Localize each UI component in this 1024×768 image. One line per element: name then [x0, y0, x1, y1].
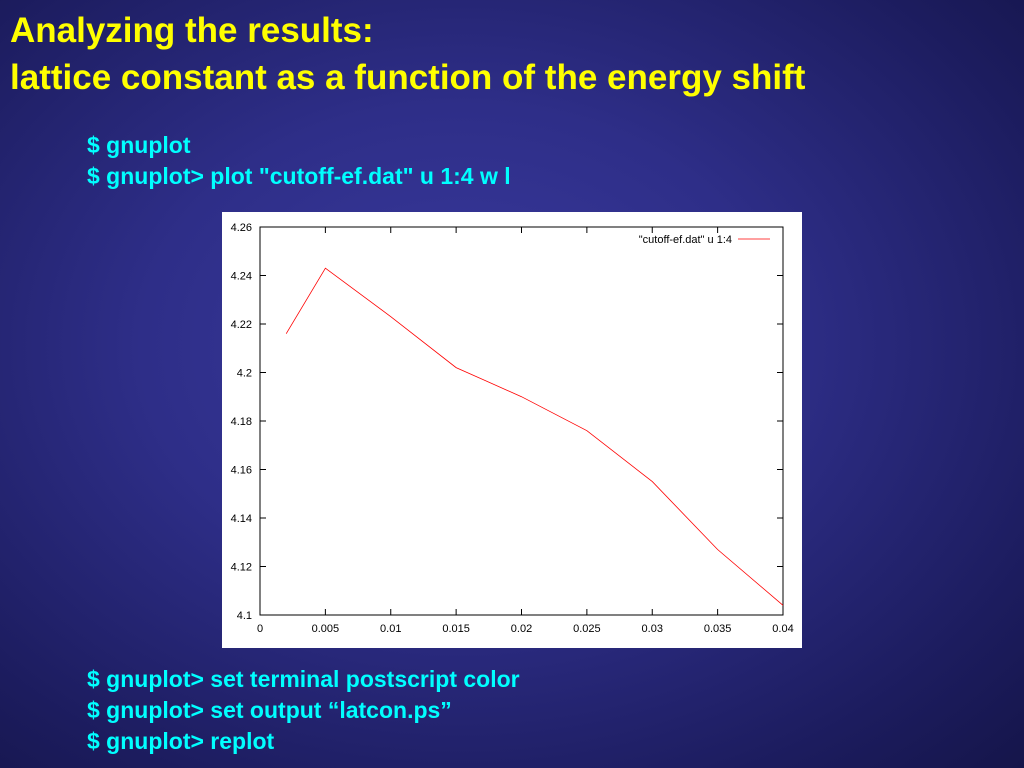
- x-tick-label: 0.015: [442, 623, 470, 635]
- legend-label: "cutoff-ef.dat" u 1:4: [639, 234, 732, 246]
- x-tick-label: 0.01: [380, 623, 401, 635]
- y-tick-label: 4.18: [231, 416, 252, 428]
- command-replot: $ gnuplot> replot: [87, 728, 275, 754]
- y-tick-label: 4.2: [237, 368, 252, 380]
- x-tick-label: 0.04: [772, 623, 793, 635]
- y-tick-label: 4.24: [231, 271, 252, 283]
- lattice-constant-chart: 0 0.005 0.01 0.015 0.02 0.025 0.03 0.035 0.04 4.…: [231, 222, 794, 635]
- x-tick-label: 0.005: [312, 623, 340, 635]
- y-tick-label: 4.12: [231, 562, 252, 574]
- command-set-output: $ gnuplot> set output “latcon.ps”: [87, 697, 452, 723]
- plot-frame: [259, 226, 784, 616]
- y-tick-label: 4.14: [231, 513, 252, 525]
- x-tick-label: 0: [257, 623, 263, 635]
- command-set-terminal: $ gnuplot> set terminal postscript color: [87, 666, 520, 692]
- gnuplot-plot-panel: 0 0.005 0.01 0.015 0.02 0.025 0.03 0.035 0.04 4.…: [222, 212, 802, 648]
- y-tick-label: 4.16: [231, 465, 252, 477]
- x-tick-label: 0.035: [704, 623, 732, 635]
- x-tick-label: 0.02: [511, 623, 532, 635]
- slide-title-line-1: Analyzing the results:: [10, 11, 374, 50]
- y-tick-label: 4.22: [231, 319, 252, 331]
- x-tick-label: 0.025: [573, 623, 601, 635]
- command-plot: $ gnuplot> plot "cutoff-ef.dat" u 1:4 w …: [87, 163, 511, 189]
- slide-title-line-2: lattice constant as a function of the en…: [10, 58, 806, 97]
- x-tick-label: 0.03: [642, 623, 663, 635]
- y-tick-label: 4.1: [237, 610, 252, 622]
- y-tick-label: 4.26: [231, 222, 252, 234]
- series-line-cutoff-ef: [285, 267, 784, 606]
- command-gnuplot: $ gnuplot: [87, 132, 191, 158]
